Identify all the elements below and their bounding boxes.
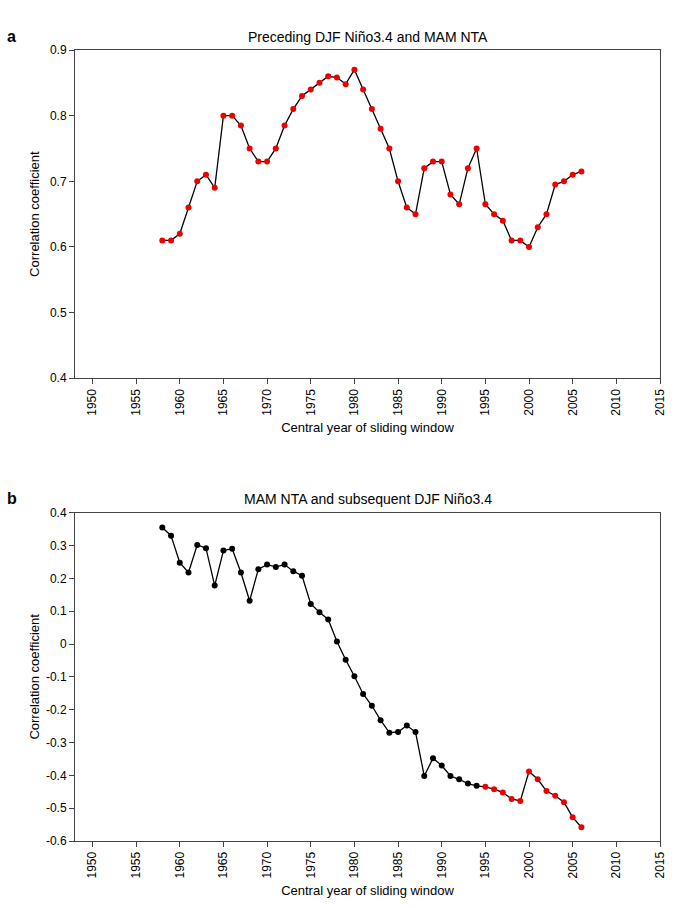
svg-text:b: b — [7, 490, 17, 507]
svg-text:1985: 1985 — [391, 851, 405, 878]
svg-text:0: 0 — [60, 637, 67, 651]
svg-text:1955: 1955 — [129, 851, 143, 878]
svg-text:2005: 2005 — [566, 851, 580, 878]
svg-text:1965: 1965 — [216, 851, 230, 878]
svg-text:1995: 1995 — [478, 389, 492, 416]
svg-text:Central year of sliding window: Central year of sliding window — [281, 420, 454, 435]
svg-text:2000: 2000 — [522, 851, 536, 878]
svg-text:-0.1: -0.1 — [46, 670, 67, 684]
svg-text:1990: 1990 — [435, 851, 449, 878]
svg-text:-0.6: -0.6 — [46, 834, 67, 848]
svg-text:1950: 1950 — [85, 389, 99, 416]
svg-text:1980: 1980 — [347, 389, 361, 416]
svg-text:0.6: 0.6 — [50, 240, 67, 254]
svg-text:0.4: 0.4 — [50, 506, 67, 520]
svg-text:2015: 2015 — [653, 389, 667, 416]
svg-text:Preceding DJF Niño3.4 and MAM: Preceding DJF Niño3.4 and MAM NTA — [248, 29, 488, 45]
svg-text:0.2: 0.2 — [50, 572, 67, 586]
svg-text:1955: 1955 — [129, 389, 143, 416]
svg-text:0.1: 0.1 — [50, 604, 67, 618]
svg-text:1975: 1975 — [304, 851, 318, 878]
svg-text:0.3: 0.3 — [50, 539, 67, 553]
svg-text:Corrеlation coefficient: Corrеlation coefficient — [27, 151, 42, 277]
svg-text:2015: 2015 — [653, 851, 667, 878]
svg-text:2005: 2005 — [566, 389, 580, 416]
svg-text:0.7: 0.7 — [50, 175, 67, 189]
svg-text:2010: 2010 — [609, 851, 623, 878]
svg-text:Corrеlation coefficient: Corrеlation coefficient — [27, 614, 42, 740]
svg-text:Central year of sliding window: Central year of sliding window — [281, 883, 454, 898]
svg-text:a: a — [7, 28, 16, 45]
svg-text:1950: 1950 — [85, 851, 99, 878]
svg-text:1960: 1960 — [173, 851, 187, 878]
svg-text:1985: 1985 — [391, 389, 405, 416]
svg-text:0.8: 0.8 — [50, 109, 67, 123]
svg-text:MAM NTA and subsequent DJF Niñ: MAM NTA and subsequent DJF Niño3.4 — [244, 491, 492, 507]
svg-text:-0.4: -0.4 — [46, 769, 67, 783]
svg-text:-0.2: -0.2 — [46, 703, 67, 717]
svg-text:1990: 1990 — [435, 389, 449, 416]
svg-text:1970: 1970 — [260, 389, 274, 416]
svg-text:1960: 1960 — [173, 389, 187, 416]
svg-text:2000: 2000 — [522, 389, 536, 416]
svg-text:0.5: 0.5 — [50, 306, 67, 320]
svg-text:-0.3: -0.3 — [46, 736, 67, 750]
svg-text:1965: 1965 — [216, 389, 230, 416]
svg-text:0.4: 0.4 — [50, 371, 67, 385]
svg-text:1980: 1980 — [347, 851, 361, 878]
svg-text:2010: 2010 — [609, 389, 623, 416]
svg-text:1995: 1995 — [478, 851, 492, 878]
svg-text:1975: 1975 — [304, 389, 318, 416]
svg-text:1970: 1970 — [260, 851, 274, 878]
svg-text:-0.5: -0.5 — [46, 801, 67, 815]
svg-text:0.9: 0.9 — [50, 43, 67, 57]
